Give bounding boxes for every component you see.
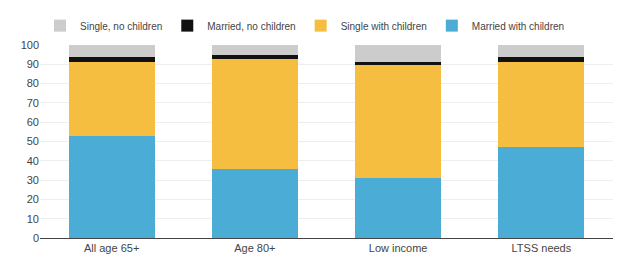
svg-text:All age 65+: All age 65+ [84,242,139,254]
svg-text:100: 100 [21,39,39,51]
svg-text:10: 10 [27,213,39,225]
svg-text:0: 0 [33,232,39,244]
svg-text:90: 90 [27,58,39,70]
svg-text:70: 70 [27,97,39,109]
svg-text:50: 50 [27,135,39,147]
svg-text:80: 80 [27,77,39,89]
svg-text:Married, no children: Married, no children [207,21,295,32]
svg-text:Age 80+: Age 80+ [234,242,275,254]
svg-text:LTSS needs: LTSS needs [512,242,572,254]
svg-text:Single with children: Single with children [341,21,427,32]
svg-text:Married with children: Married with children [472,21,564,32]
svg-text:Single, no children: Single, no children [80,21,162,32]
svg-text:Low income: Low income [369,242,428,254]
svg-text:20: 20 [27,193,39,205]
svg-text:60: 60 [27,116,39,128]
svg-text:30: 30 [27,174,39,186]
svg-text:40: 40 [27,155,39,167]
